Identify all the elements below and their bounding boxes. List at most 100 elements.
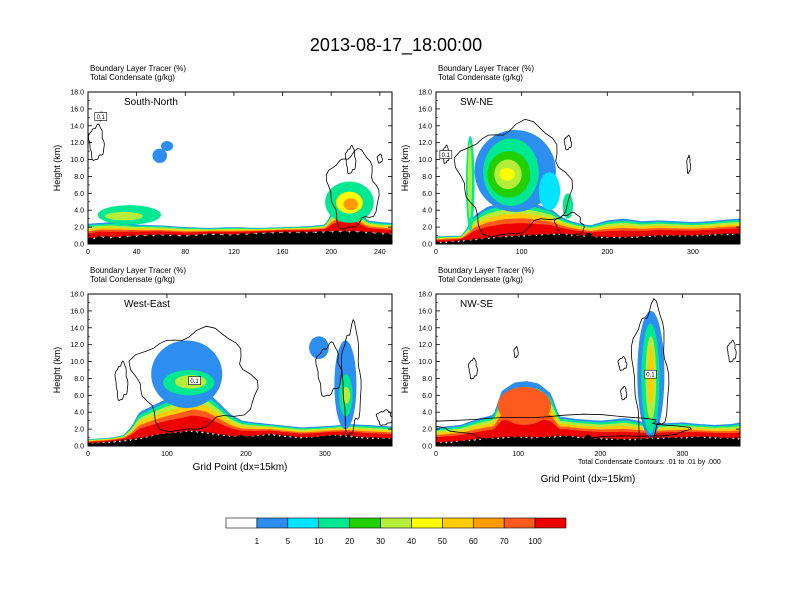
contour-label-box xyxy=(188,376,201,385)
colorbar-swatch xyxy=(411,517,443,529)
y-tick-label: 8.0 xyxy=(422,174,432,181)
x-tick-label: 200 xyxy=(240,451,252,458)
contour-label-box xyxy=(439,150,453,159)
y-tick-label: 0.0 xyxy=(422,444,432,451)
contour-label-box xyxy=(94,112,108,121)
x-tick-label: 40 xyxy=(133,249,141,256)
y-tick-label: 2.0 xyxy=(422,225,432,232)
center-marker xyxy=(584,232,593,240)
panel-title-line2: Total Condensate (g/kg) xyxy=(438,73,523,82)
y-tick-label: 14.0 xyxy=(418,325,432,332)
x-tick-label: 300 xyxy=(319,451,331,458)
condensate-contour xyxy=(114,360,129,402)
contour-label: 0.1 xyxy=(646,373,655,379)
tracer-layer-10 xyxy=(88,218,392,239)
tracer-layer-10 xyxy=(436,416,740,443)
panel-south-north: 0.1 0.0 2.0 4.0 6.0 8.0 10.0 12.0 14.0 16.0 18.0 0 4… xyxy=(52,64,393,256)
condensate-contour xyxy=(325,147,380,230)
tracer-layer-10 xyxy=(88,415,392,444)
y-tick-label: 10.0 xyxy=(418,359,432,366)
y-tick-label: 16.0 xyxy=(418,308,432,315)
condensate-contour xyxy=(617,356,628,371)
colorbar-label: 100 xyxy=(528,537,542,546)
colorbar-swatch xyxy=(380,517,412,529)
center-marker xyxy=(584,434,592,442)
tracer-blob xyxy=(467,142,472,219)
y-tick-label: 8.0 xyxy=(74,174,84,181)
y-axis-label: Height (km) xyxy=(400,145,410,192)
condensate-contour xyxy=(315,341,342,398)
colorbar-swatch xyxy=(349,517,381,529)
colorbar-label: 60 xyxy=(469,537,478,546)
condensate-contour xyxy=(630,297,670,446)
y-tick-label: 12.0 xyxy=(418,342,432,349)
condensate-contour xyxy=(453,118,574,238)
contour-label-box xyxy=(644,369,657,379)
y-tick-label: 8.0 xyxy=(74,376,84,383)
y-axis-label: Height (km) xyxy=(52,347,62,394)
y-tick-label: 16.0 xyxy=(418,106,432,113)
x-tick-label: 120 xyxy=(228,249,240,256)
x-tick-label: 200 xyxy=(325,249,337,256)
tracer-blob xyxy=(105,211,143,221)
panel-sw-ne: 0.1 0.0 2.0 4.0 6.0 8.0 10.0 12.0 14.0 16.0 18.0 0 1… xyxy=(400,64,741,256)
y-tick-label: 10.0 xyxy=(70,359,84,366)
colorbar-swatch xyxy=(225,517,258,529)
contour-label: 0.1 xyxy=(190,379,199,385)
colorbar-label: 20 xyxy=(345,537,354,546)
condensate-contour xyxy=(375,409,392,426)
y-tick-label: 4.0 xyxy=(422,410,432,417)
colorbar-swatch xyxy=(534,517,567,529)
contour-label: 0.1 xyxy=(97,115,106,121)
condensate-contour xyxy=(563,134,572,151)
colorbar-swatch xyxy=(442,517,474,529)
colorbar-label: 70 xyxy=(500,537,509,546)
x-tick-label: 0 xyxy=(434,249,438,256)
colorbar-label: 1 xyxy=(255,537,260,546)
y-tick-label: 16.0 xyxy=(70,106,84,113)
y-tick-label: 14.0 xyxy=(70,123,84,130)
y-tick-label: 18.0 xyxy=(70,90,84,97)
panel-title-line1: Boundary Layer Tracer (%) xyxy=(90,266,186,275)
tracer-blob xyxy=(499,168,515,181)
colorbar-swatch xyxy=(472,517,505,529)
colorbar-label: 5 xyxy=(286,537,291,546)
plot-area: 0.1 xyxy=(436,297,740,446)
contour-footnote: Total Condensate Contours: .01 to .01 by… xyxy=(578,459,721,466)
colorbar-label: 50 xyxy=(438,537,447,546)
y-tick-label: 12.0 xyxy=(70,140,84,147)
colorbar-label: 30 xyxy=(376,537,385,546)
condensate-contour xyxy=(553,211,585,239)
x-tick-label: 300 xyxy=(677,451,689,458)
y-tick-label: 8.0 xyxy=(422,376,432,383)
condensate-contour xyxy=(513,346,519,359)
condensate-contour xyxy=(620,385,628,401)
panel-title-line1: Boundary Layer Tracer (%) xyxy=(438,64,534,73)
panel-label: SW-NE xyxy=(460,97,493,108)
panel-title-line1: Boundary Layer Tracer (%) xyxy=(438,266,534,275)
colorbar-swatch xyxy=(287,517,320,529)
y-tick-label: 10.0 xyxy=(70,157,84,164)
tracer-blob xyxy=(343,198,358,211)
colorbar-swatch xyxy=(503,517,536,529)
y-tick-label: 18.0 xyxy=(70,292,84,299)
contour-label: 0.1 xyxy=(442,153,451,159)
colorbar: 1 5 10 20 30 40 50 60 70 100 xyxy=(225,517,567,546)
condensate-contour xyxy=(340,318,362,438)
tracer-blob xyxy=(152,148,168,163)
condensate-contour xyxy=(128,325,259,433)
y-tick-label: 16.0 xyxy=(70,308,84,315)
x-tick-label: 0 xyxy=(86,451,90,458)
condensate-contour xyxy=(344,144,357,175)
y-tick-label: 6.0 xyxy=(74,393,84,400)
panel-title-line1: Boundary Layer Tracer (%) xyxy=(90,64,186,73)
plot-area: 0.1 xyxy=(436,118,740,244)
x-axis-label: Grid Point (dx=15km) xyxy=(193,462,288,473)
tracer-blob xyxy=(497,386,552,425)
tracer-blob xyxy=(309,336,329,360)
colorbar-swatch xyxy=(256,517,289,529)
y-tick-label: 10.0 xyxy=(418,157,432,164)
panel-title-line2: Total Condensate (g/kg) xyxy=(90,73,175,82)
condensate-contour xyxy=(726,339,737,363)
